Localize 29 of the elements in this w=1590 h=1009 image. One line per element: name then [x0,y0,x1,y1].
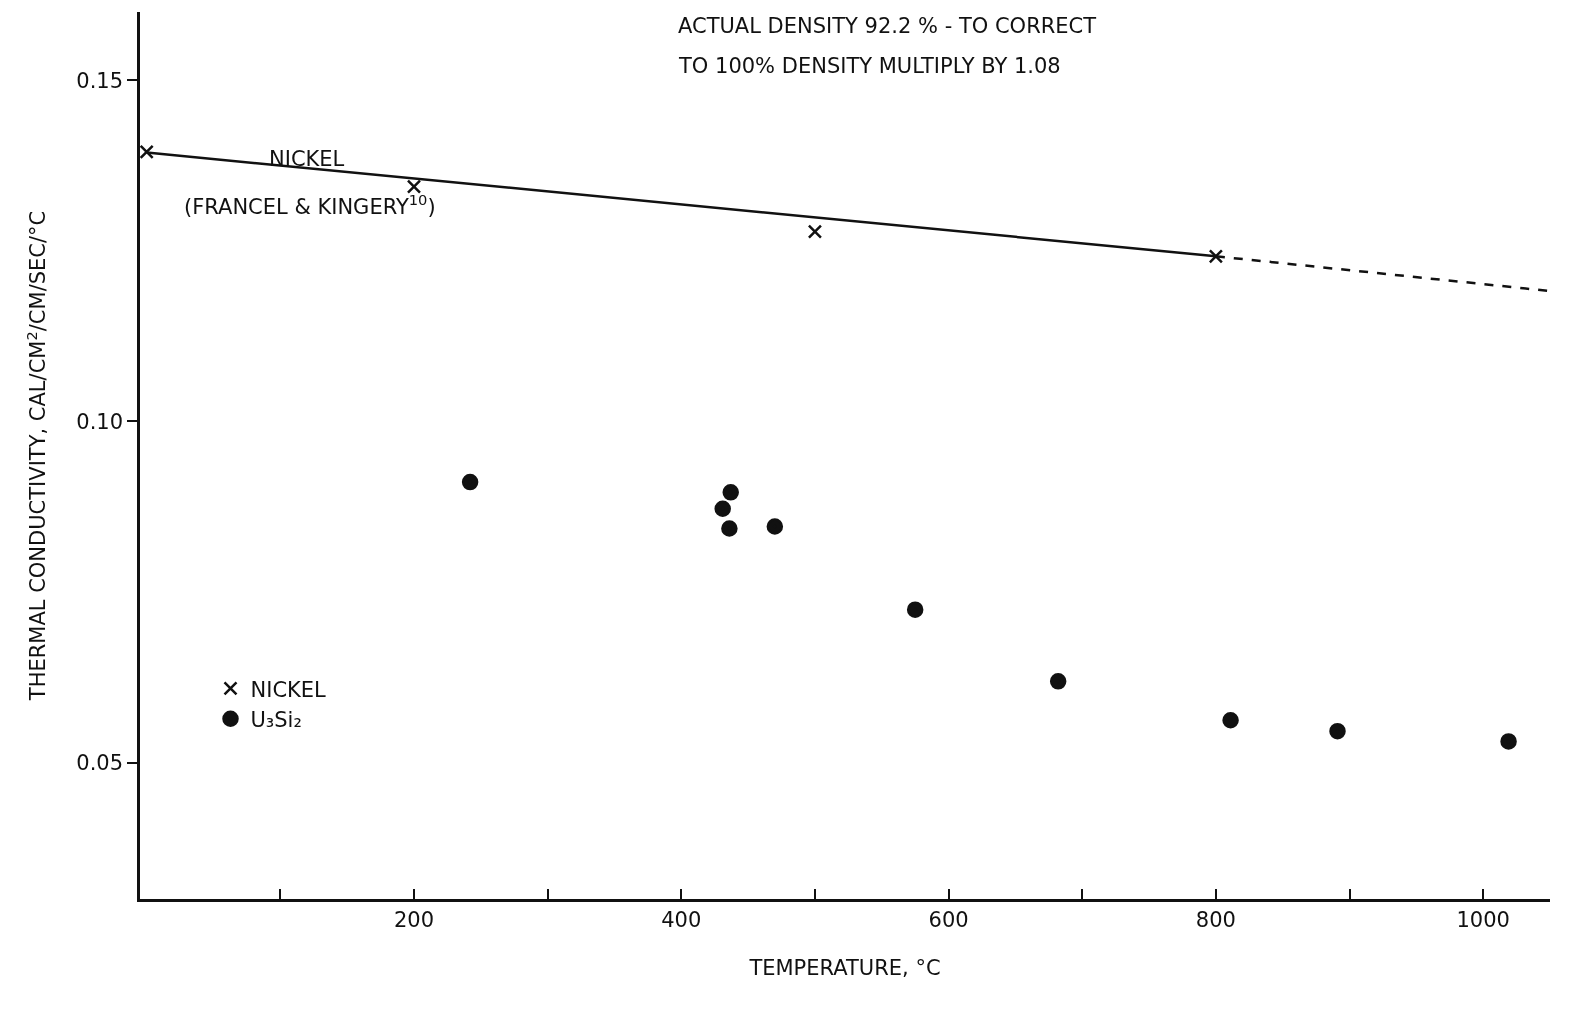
point [721,520,738,537]
x-tick-label: 600 [928,907,969,932]
y-tick-label: 0.05 [76,750,124,775]
x-tick-label: 800 [1195,907,1236,932]
point [461,473,479,491]
point [807,224,823,239]
point [766,518,784,535]
point [906,601,924,618]
point [1329,722,1346,740]
y-tick-label: 0.15 [76,68,124,93]
point [1500,733,1517,750]
point [1208,249,1224,264]
point [714,500,731,517]
annotation: NICKEL [269,147,345,171]
point [406,179,422,194]
x-tick-label: 200 [393,907,435,932]
point [140,144,154,160]
y-tick-label: 0.10 [76,409,124,434]
annotation: TO 100% DENSITY MULTIPLY BY 1.08 [678,54,1061,78]
x-tick-label: 1000 [1456,907,1510,932]
x-tick-label: 400 [661,907,702,932]
point [1049,673,1067,690]
annotation: (FRANCEL & KINGERY$^{10}$) [184,191,436,219]
annotation: ACTUAL DENSITY 92.2 % - TO CORRECT [678,14,1097,38]
legend-label: NICKEL [250,677,327,702]
legend-label: U₃Si₂ [250,707,302,732]
point [722,484,739,501]
point [1222,711,1239,729]
x-axis-title: TEMPERATURE, °C [748,956,941,981]
